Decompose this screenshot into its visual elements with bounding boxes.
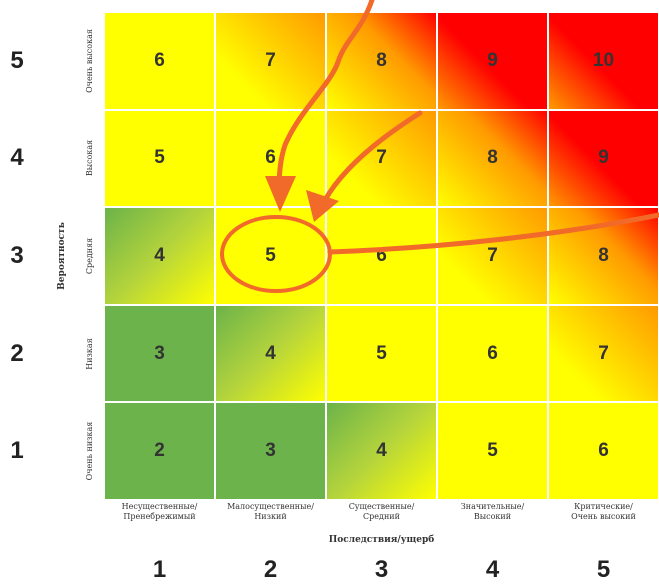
matrix-cell: 9 bbox=[437, 12, 548, 110]
matrix-cell: 8 bbox=[326, 12, 437, 110]
column-number: 3 bbox=[374, 556, 389, 583]
column-label: Критические/Очень высокий bbox=[548, 502, 659, 522]
cell-value: 2 bbox=[154, 440, 165, 462]
column-number: 2 bbox=[263, 556, 278, 583]
column-label-line1: Несущественные/ bbox=[121, 502, 198, 511]
cell-value: 3 bbox=[154, 342, 165, 364]
matrix-cell: 4 bbox=[215, 304, 326, 403]
matrix-cell: 5 bbox=[104, 109, 215, 208]
cell-value: 7 bbox=[487, 244, 498, 266]
row-number: 2 bbox=[10, 339, 24, 367]
matrix-cell: 7 bbox=[437, 207, 548, 305]
cell-value: 7 bbox=[598, 342, 609, 364]
cell-value: 4 bbox=[154, 244, 165, 266]
x-axis-title: Последствия/ущерб bbox=[328, 535, 435, 545]
cell-value: 6 bbox=[154, 49, 165, 71]
matrix-cell: 3 bbox=[215, 402, 326, 500]
cell-value: 4 bbox=[265, 342, 276, 364]
cell-value: 6 bbox=[598, 440, 609, 462]
matrix-cell: 4 bbox=[104, 207, 215, 305]
cell-value: 9 bbox=[487, 49, 498, 71]
column-label-line1: Критические/ bbox=[574, 502, 633, 511]
cell-value: 6 bbox=[265, 147, 276, 169]
cell-value: 9 bbox=[598, 147, 609, 169]
cell-value: 5 bbox=[487, 440, 498, 462]
row-number: 3 bbox=[10, 242, 24, 269]
matrix-cell: 2 bbox=[104, 402, 215, 500]
matrix-cell: 7 bbox=[326, 109, 437, 208]
column-label: Существенные/Средний bbox=[326, 502, 437, 522]
matrix-cell: 10 bbox=[548, 12, 659, 110]
cell-value: 8 bbox=[598, 244, 609, 266]
cell-value: 5 bbox=[154, 147, 165, 169]
column-label-line1: Значительные/ bbox=[460, 502, 525, 511]
column-label: Несущественные/Пренебрежимый bbox=[104, 502, 215, 522]
matrix-cell: 6 bbox=[437, 304, 548, 403]
matrix-cell: 6 bbox=[548, 402, 659, 500]
cell-value: 6 bbox=[487, 342, 498, 364]
row-number: 4 bbox=[10, 144, 24, 172]
cell-value: 8 bbox=[487, 147, 498, 169]
annotation-arrow-2-head bbox=[306, 190, 339, 222]
cell-value: 5 bbox=[376, 342, 387, 364]
cell-value: 10 bbox=[592, 49, 615, 71]
matrix-cell: 7 bbox=[215, 12, 326, 110]
cell-value: 7 bbox=[265, 49, 276, 71]
matrix-cell: 8 bbox=[437, 109, 548, 208]
risk-matrix: 6 7 8 9 10 5 6 7 8 9 4 5 6 7 8 3 4 5 6 7 2 3 4 5 6 bbox=[104, 12, 659, 500]
matrix-cell: 7 bbox=[548, 304, 659, 403]
cell-value: 5 bbox=[265, 244, 276, 266]
cell-value: 3 bbox=[265, 440, 276, 462]
matrix-cell: 9 bbox=[548, 109, 659, 208]
row-number: 1 bbox=[10, 437, 24, 465]
annotation-arrow-1 bbox=[276, 0, 375, 195]
row-number: 5 bbox=[10, 46, 24, 74]
matrix-cell: 4 bbox=[326, 402, 437, 500]
annotation-arrow-3 bbox=[327, 212, 659, 255]
matrix-cell: 6 bbox=[326, 207, 437, 305]
cell-value: 7 bbox=[376, 147, 387, 169]
annotation-arrow-2 bbox=[322, 110, 423, 203]
matrix-cell: 5 bbox=[326, 304, 437, 403]
column-label-line2: Высокий bbox=[473, 512, 512, 521]
column-number: 4 bbox=[485, 556, 500, 583]
cell-value: 6 bbox=[376, 244, 387, 266]
column-label: Малосущественные/Низкий bbox=[215, 502, 326, 522]
column-label-line1: Существенные/ bbox=[348, 502, 415, 511]
matrix-cell: 3 bbox=[104, 304, 215, 403]
column-label-line1: Малосущественные/ bbox=[227, 502, 314, 511]
column-label-line2: Пренебрежимый bbox=[123, 512, 196, 521]
matrix-cell: 6 bbox=[104, 12, 215, 110]
column-label-line2: Очень высокий bbox=[571, 512, 636, 521]
cell-value: 4 bbox=[376, 440, 387, 462]
column-label-line2: Средний bbox=[363, 512, 400, 521]
column-label-line2: Низкий bbox=[254, 512, 287, 521]
column-label: Значительные/Высокий bbox=[437, 502, 548, 522]
column-number: 1 bbox=[152, 556, 167, 583]
annotation-arrow-1-head bbox=[265, 176, 296, 212]
column-number: 5 bbox=[596, 556, 611, 583]
matrix-cell: 5 bbox=[437, 402, 548, 500]
cell-value: 8 bbox=[376, 49, 387, 71]
highlight-circle bbox=[220, 215, 332, 293]
